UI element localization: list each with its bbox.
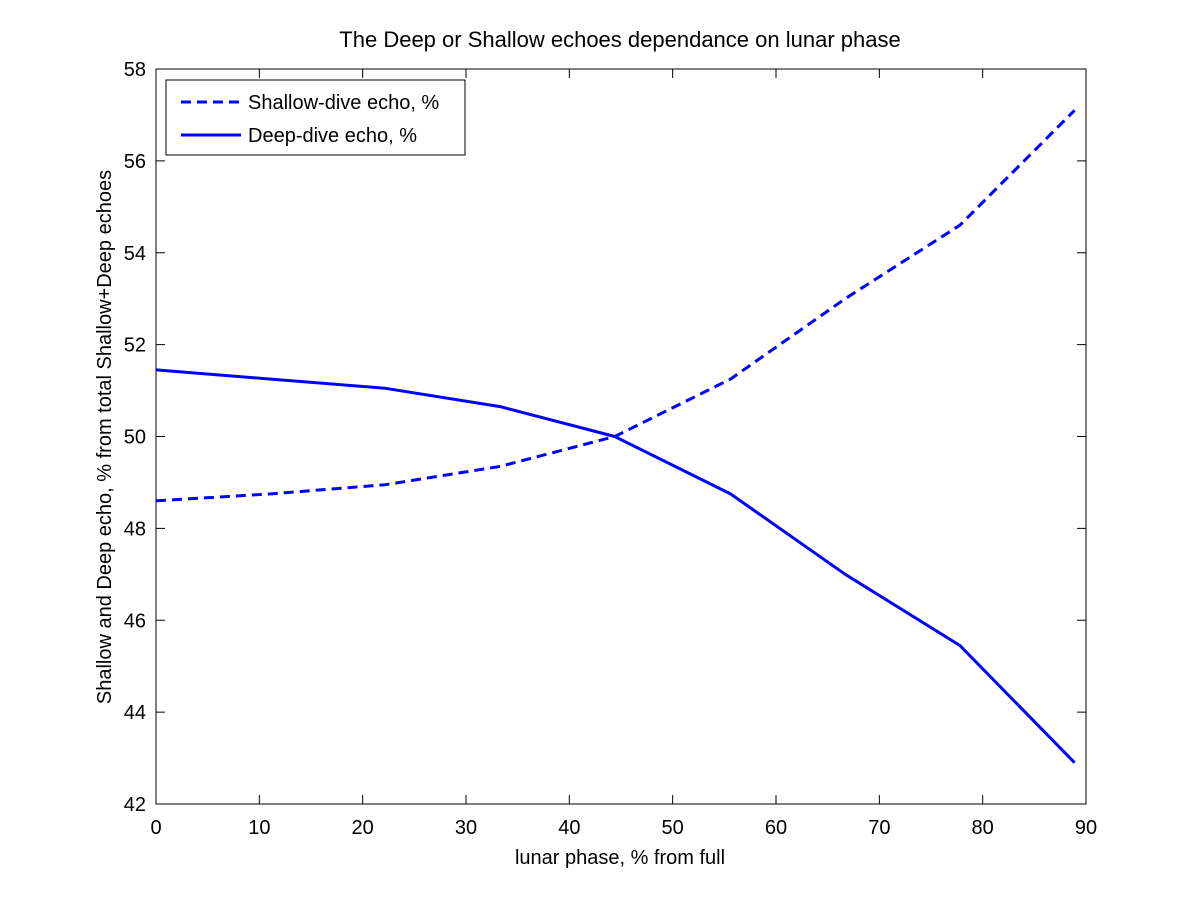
y-tick-label: 50 [124, 427, 146, 449]
legend-box [165, 79, 466, 156]
x-axis-label: lunar phase, % from full [515, 847, 725, 869]
legend-label: Shallow-dive echo, % [248, 92, 439, 114]
legend-label: Deep-dive echo, % [248, 125, 417, 147]
x-tick-label: 0 [150, 817, 161, 839]
x-tick-label: 10 [248, 817, 270, 839]
y-tick-label: 52 [124, 335, 146, 357]
x-tick-label: 60 [765, 817, 787, 839]
x-tick-label: 40 [558, 817, 580, 839]
y-tick-label: 44 [124, 702, 146, 724]
series-line-deep [155, 368, 1076, 764]
y-tick-label: 46 [124, 610, 146, 632]
y-tick-label: 48 [124, 518, 146, 540]
x-tick-label: 70 [868, 817, 890, 839]
chart-title: The Deep or Shallow echoes dependance on… [339, 27, 900, 52]
y-axis-label: Shallow and Deep echo, % from total Shal… [94, 170, 116, 704]
x-tick-label: 50 [662, 817, 684, 839]
x-tick-label: 80 [972, 817, 994, 839]
x-tick-label: 30 [455, 817, 477, 839]
y-tick-label: 42 [124, 794, 146, 816]
x-tick-label: 90 [1075, 817, 1097, 839]
x-tick-label: 20 [352, 817, 374, 839]
y-tick-label: 56 [124, 151, 146, 173]
y-tick-label: 58 [124, 59, 146, 81]
legend: Shallow-dive echo, % Deep-dive echo, % [165, 79, 466, 156]
plot-area: 0 10 20 30 40 50 60 70 80 90 42 44 46 48 50 52 54 56 58 [124, 59, 1097, 839]
y-tick-label: 54 [124, 243, 146, 265]
